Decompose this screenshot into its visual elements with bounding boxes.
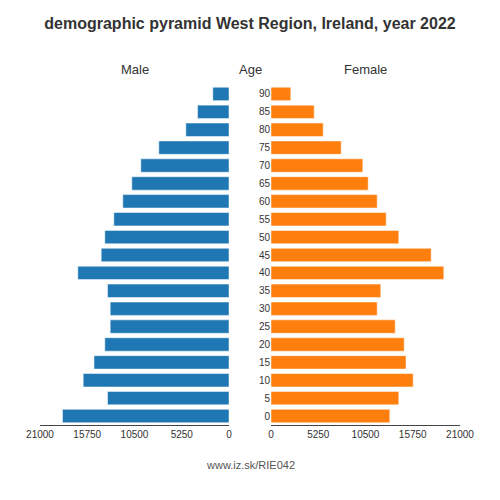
- svg-text:65: 65: [259, 178, 271, 189]
- svg-text:5250: 5250: [307, 429, 330, 440]
- svg-text:Female: Female: [344, 62, 387, 77]
- svg-text:70: 70: [259, 160, 271, 171]
- svg-text:10500: 10500: [352, 429, 380, 440]
- svg-text:0: 0: [264, 411, 270, 422]
- svg-text:5250: 5250: [171, 429, 194, 440]
- svg-text:90: 90: [259, 88, 271, 99]
- svg-text:25: 25: [259, 321, 271, 332]
- svg-text:www.iz.sk/RIE042: www.iz.sk/RIE042: [206, 459, 295, 471]
- svg-text:10500: 10500: [121, 429, 149, 440]
- svg-text:15750: 15750: [399, 429, 427, 440]
- svg-text:15750: 15750: [73, 429, 101, 440]
- svg-text:75: 75: [259, 142, 271, 153]
- svg-text:0: 0: [226, 429, 232, 440]
- svg-text:0: 0: [268, 429, 274, 440]
- svg-text:35: 35: [259, 285, 271, 296]
- svg-text:20: 20: [259, 339, 271, 350]
- svg-text:21000: 21000: [26, 429, 54, 440]
- svg-text:45: 45: [259, 250, 271, 261]
- svg-text:30: 30: [259, 303, 271, 314]
- svg-text:85: 85: [259, 106, 271, 117]
- svg-text:Male: Male: [121, 62, 149, 77]
- svg-text:21000: 21000: [446, 429, 474, 440]
- svg-text:60: 60: [259, 196, 271, 207]
- svg-text:5: 5: [264, 393, 270, 404]
- svg-text:55: 55: [259, 214, 271, 225]
- svg-text:Age: Age: [239, 62, 262, 77]
- svg-text:demographic pyramid West Regio: demographic pyramid West Region, Ireland…: [44, 15, 456, 32]
- svg-text:10: 10: [259, 375, 271, 386]
- svg-text:80: 80: [259, 124, 271, 135]
- svg-text:15: 15: [259, 357, 271, 368]
- svg-text:40: 40: [259, 267, 271, 278]
- svg-text:50: 50: [259, 232, 271, 243]
